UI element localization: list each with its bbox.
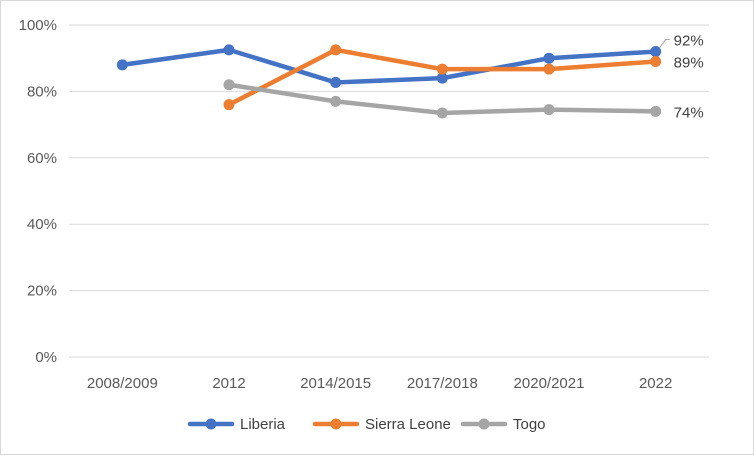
data-point-togo [223,79,235,91]
data-point-liberia [116,59,128,71]
x-tick-label: 2014/2015 [300,375,371,392]
legend-item-liberia: Liberia [187,416,286,433]
y-tick-label: 60% [27,150,57,167]
data-point-sierra-leone [223,99,235,111]
y-tick-label: 20% [27,283,57,300]
data-point-sierra-leone [543,63,555,75]
x-axis-tick-labels: 2008/2009 2012 2014/2015 2017/2018 2020/2021… [87,375,672,392]
data-point-sierra-leone [650,56,662,68]
legend-label: Liberia [240,416,286,433]
data-point-liberia [223,44,235,56]
data-point-togo [436,107,448,119]
legend-label: Sierra Leone [365,416,451,433]
data-point-sierra-leone [436,63,448,75]
legend-swatch-marker [478,418,490,430]
end-label-liberia: 92% [674,33,704,50]
y-tick-label: 40% [27,216,57,233]
x-tick-label: 2012 [212,375,245,392]
gridlines [69,24,709,358]
end-label-sierra-leone: 89% [674,55,704,72]
data-point-liberia [543,52,555,64]
legend-item-sierra-leone: Sierra Leone [312,416,451,433]
x-tick-label: 2008/2009 [87,375,158,392]
end-label-togo: 74% [674,104,704,121]
legend-label: Togo [513,416,546,433]
x-tick-label: 2022 [639,375,672,392]
x-tick-label: 2017/2018 [407,375,478,392]
data-point-sierra-leone [330,44,342,56]
data-point-liberia [436,72,448,84]
legend-swatch-marker [330,418,342,430]
y-tick-label: 0% [35,349,57,366]
series-line-liberia [120,47,658,85]
data-point-togo [330,95,342,107]
x-tick-label: 2020/2021 [514,375,585,392]
y-axis-tick-labels: 0% 20% 40% 60% 80% 100% [19,17,57,366]
end-labels: 92% 89% 74% [659,33,704,121]
data-point-togo [650,105,662,117]
y-tick-label: 80% [27,83,57,100]
legend: Liberia Sierra Leone Togo [187,416,546,433]
y-tick-label: 100% [19,17,57,34]
data-point-liberia [650,46,662,58]
data-point-liberia [330,76,342,88]
legend-item-togo: Togo [460,416,546,433]
legend-swatch-marker [205,418,217,430]
end-label-leader [659,39,670,48]
series-lines [116,44,662,119]
data-point-togo [543,104,555,116]
